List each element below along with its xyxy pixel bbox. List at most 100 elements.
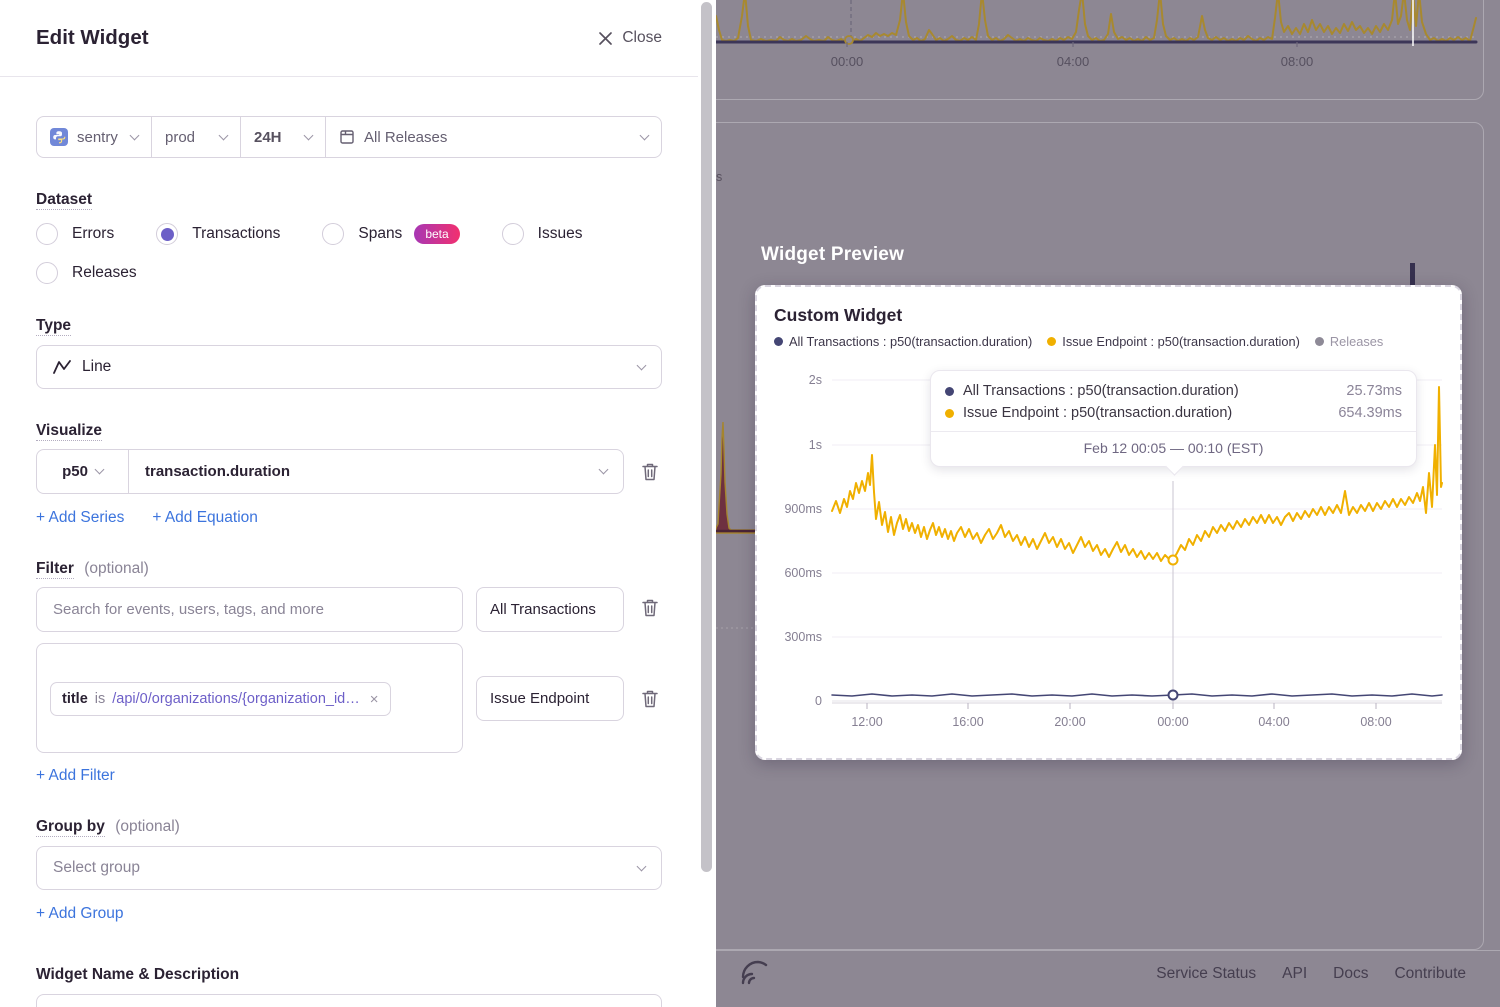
- tooltip-row: Issue Endpoint : p50(transaction.duratio…: [945, 402, 1402, 424]
- field-select[interactable]: transaction.duration: [129, 450, 623, 493]
- tooltip-timestamp: Feb 12 00:05 — 00:10 (EST): [931, 431, 1416, 466]
- add-series-link[interactable]: + Add Series: [36, 509, 125, 526]
- close-icon: [599, 31, 613, 45]
- radio-circle[interactable]: [36, 223, 58, 245]
- chevron-down-icon: [303, 130, 314, 140]
- filter-search-input[interactable]: [36, 587, 463, 632]
- filter-links: + Add Filter: [36, 767, 662, 785]
- radio-circle[interactable]: [36, 262, 58, 284]
- visualize-row: p50 transaction.duration: [36, 449, 662, 494]
- filter-legend-alias-1[interactable]: All Transactions: [476, 587, 624, 632]
- legend-dot: [1314, 337, 1324, 346]
- tooltip-series-dot: [945, 386, 954, 396]
- background-spike-chart: [716, 421, 756, 629]
- add-filter-link[interactable]: + Add Filter: [36, 767, 115, 784]
- footer-link-contribute[interactable]: Contribute: [1394, 965, 1466, 982]
- background-top-chart: 00:00 04:00 08:00: [716, 0, 1478, 69]
- releases-value: All Releases: [364, 128, 448, 146]
- delete-filter-2-button[interactable]: [638, 688, 662, 709]
- widget-name-input[interactable]: [36, 994, 662, 1007]
- legend-item[interactable]: Releases: [1314, 334, 1383, 349]
- scrollbar-thumb[interactable]: [701, 2, 712, 872]
- time-period-selector[interactable]: 24H: [241, 117, 326, 157]
- tooltip-row: All Transactions : p50(transaction.durat…: [945, 380, 1402, 402]
- svg-text:12:00: 12:00: [851, 715, 882, 729]
- radio-label: Transactions: [192, 225, 281, 242]
- chevron-down-icon: [636, 360, 647, 370]
- legend-label: Issue Endpoint : p50(transaction.duratio…: [1062, 334, 1300, 349]
- background-release-marker: [1410, 263, 1415, 287]
- radio-circle[interactable]: [156, 223, 179, 245]
- footer-divider: [716, 950, 1500, 951]
- project-selector[interactable]: sentry: [37, 117, 152, 157]
- legend-item[interactable]: All Transactions : p50(transaction.durat…: [774, 334, 1032, 349]
- display-type-select[interactable]: Line: [36, 345, 662, 389]
- visualize-links: + Add Series + Add Equation: [36, 509, 662, 527]
- add-group-link[interactable]: + Add Group: [36, 905, 124, 922]
- svg-text:04:00: 04:00: [1258, 715, 1289, 729]
- footer-links: Service Status API Docs Contribute: [1156, 965, 1466, 983]
- environment-name: prod: [165, 128, 196, 146]
- dataset-option-errors[interactable]: Errors: [36, 223, 114, 245]
- radio-circle[interactable]: [501, 223, 524, 245]
- aggregate-select[interactable]: p50: [37, 450, 129, 493]
- package-icon: [340, 130, 354, 144]
- widget-name-label: Widget Name & Description: [36, 966, 240, 983]
- filter-legend-alias-2[interactable]: Issue Endpoint: [476, 675, 624, 721]
- python-project-icon: [50, 128, 68, 146]
- line-chart-icon: [53, 360, 71, 374]
- dimmed-dashboard-background: 00:00 04:00 08:00 s Widget Preview Custom …: [716, 0, 1500, 1007]
- project-name: sentry: [77, 128, 118, 146]
- remove-tag-icon[interactable]: ×: [369, 690, 379, 708]
- filter-condition-box[interactable]: title is /api/0/organizations/{organizat…: [36, 643, 463, 753]
- preview-card-title: Custom Widget: [774, 305, 903, 325]
- scrollbar-track[interactable]: [698, 0, 716, 1007]
- legend-label: All Transactions : p50(transaction.durat…: [789, 334, 1033, 349]
- footer-link-docs[interactable]: Docs: [1333, 965, 1369, 982]
- filter-label: Filter (optional): [36, 560, 149, 579]
- delete-series-button[interactable]: [638, 461, 662, 482]
- svg-text:0: 0: [815, 694, 822, 708]
- visualize-label: Visualize: [36, 422, 103, 441]
- chevron-down-icon: [598, 464, 609, 475]
- background-chart-card-main: [716, 122, 1484, 950]
- legend-dot: [774, 337, 783, 346]
- svg-text:04:00: 04:00: [1057, 54, 1090, 69]
- dataset-label: Dataset: [36, 191, 92, 210]
- field-value: transaction.duration: [145, 463, 291, 480]
- group-by-select[interactable]: Select group: [36, 846, 662, 890]
- trash-icon: [642, 690, 658, 707]
- delete-filter-1-button[interactable]: [638, 597, 662, 618]
- chevron-down-icon: [129, 130, 140, 140]
- radio-label: Issues: [537, 225, 583, 242]
- svg-text:600ms: 600ms: [784, 566, 822, 580]
- footer-link-api[interactable]: API: [1282, 965, 1308, 982]
- drawer-title: Edit Widget: [36, 26, 149, 49]
- close-button[interactable]: Close: [598, 29, 662, 47]
- filter-row-1: All Transactions: [36, 587, 662, 632]
- filter-condition-tag[interactable]: title is /api/0/organizations/{organizat…: [50, 682, 391, 716]
- svg-text:2s: 2s: [809, 373, 822, 387]
- svg-text:00:00: 00:00: [1157, 715, 1188, 729]
- background-axis-label-fragment: s: [716, 170, 723, 184]
- dataset-option-releases[interactable]: Releases: [36, 262, 137, 284]
- legend-item[interactable]: Issue Endpoint : p50(transaction.duratio…: [1047, 334, 1300, 349]
- radio-label: Spans: [358, 225, 403, 242]
- dataset-options-row-2: Releases: [36, 262, 662, 284]
- radio-circle[interactable]: [322, 223, 345, 245]
- tooltip-series-value: 654.39ms: [1338, 405, 1402, 421]
- beta-badge: beta: [414, 224, 460, 244]
- drawer-header: Edit Widget Close: [0, 0, 698, 77]
- tooltip-series-value: 25.73ms: [1346, 383, 1402, 399]
- background-chart-card-top: [716, 0, 1484, 100]
- environment-selector[interactable]: prod: [152, 117, 241, 157]
- add-equation-link[interactable]: + Add Equation: [152, 509, 258, 526]
- chevron-down-icon: [639, 130, 650, 140]
- dataset-option-spans[interactable]: Spans beta: [322, 223, 460, 245]
- dataset-option-transactions[interactable]: Transactions: [156, 223, 280, 245]
- footer-link-service-status[interactable]: Service Status: [1156, 965, 1257, 982]
- releases-selector[interactable]: All Releases: [326, 117, 661, 157]
- dataset-option-issues[interactable]: Issues: [501, 223, 583, 245]
- drawer-body: sentry prod 24H: [0, 116, 698, 1007]
